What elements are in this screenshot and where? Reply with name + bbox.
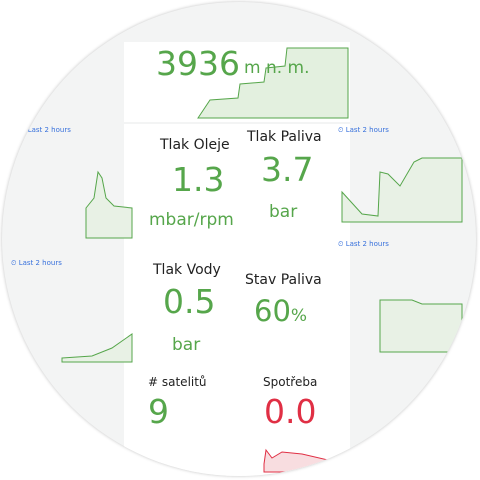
panel-title: Spotřeba	[263, 375, 318, 389]
time-range: ⏲ Last 2 hours	[338, 240, 389, 248]
panel-title: Tlak Oleje	[160, 137, 230, 153]
time-range-text: Last 2 hours	[18, 259, 62, 267]
sparkline	[341, 157, 463, 223]
altitude-value: 3936	[156, 44, 240, 83]
unit-clip: mbar/rpm	[124, 210, 234, 230]
sparklines	[61, 42, 463, 476]
panel-unit: bar	[172, 335, 201, 355]
panel-unit: %	[290, 306, 308, 326]
sparkline	[85, 170, 133, 239]
dashboard: 3936 m n. m. ⏲ Last 2 hours ⏲ Last 2 hou…	[2, 2, 476, 476]
sparkline	[197, 47, 349, 119]
sparkline	[379, 299, 463, 353]
panel-value: 9	[148, 392, 169, 431]
panel-value: 0.0	[264, 392, 317, 431]
panel-unit: mbar/rpm	[149, 210, 234, 230]
sparkline	[61, 333, 133, 363]
panel-title: Tlak Vody	[153, 262, 221, 278]
time-range-text: Last 2 hours	[345, 240, 389, 248]
time-range: ⏲ Last 2 hours	[11, 259, 62, 267]
time-range-text: Last 2 hours	[345, 126, 389, 134]
panel-title: # satelitů	[148, 375, 207, 389]
altitude-unit: m n. m.	[244, 58, 310, 78]
panel-title: Tlak Paliva	[247, 129, 322, 145]
panel-title: Stav Paliva	[245, 272, 322, 288]
panel-value: 60	[254, 294, 291, 328]
panel-value: 1.3	[172, 160, 225, 199]
sparkline	[263, 448, 329, 473]
time-range-text: Last 2 hours	[27, 126, 71, 134]
panel-unit: bar	[269, 202, 298, 222]
panel	[124, 124, 350, 476]
time-range: ⏲ Last 2 hours	[20, 126, 71, 134]
time-range: ⏲ Last 2 hours	[338, 126, 389, 134]
panel-value-group: 60%	[254, 294, 307, 328]
panel-value: 0.5	[163, 282, 216, 321]
panel-value: 3.7	[261, 150, 314, 189]
